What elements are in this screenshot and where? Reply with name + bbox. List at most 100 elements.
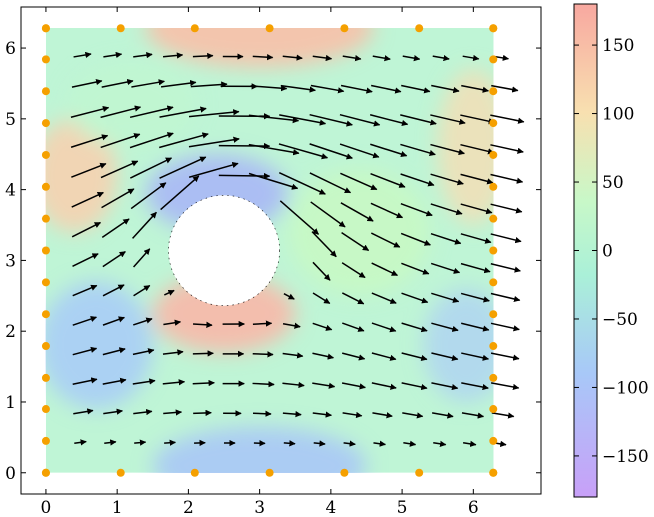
velocity-arrow-75 bbox=[252, 410, 272, 417]
velocity-arrow-19 bbox=[102, 284, 125, 297]
velocity-arrow-24 bbox=[100, 133, 141, 149]
colorbar-tick-label-2: −50 bbox=[602, 310, 638, 330]
boundary-point-right-7 bbox=[489, 246, 498, 255]
velocity-arrow-39 bbox=[129, 105, 174, 119]
boundary-point-top-2 bbox=[190, 24, 199, 33]
boundary-point-left-10 bbox=[41, 150, 50, 159]
cylinder-obstacle bbox=[168, 194, 280, 307]
velocity-arrow-83 bbox=[252, 54, 274, 61]
boundary-point-left-8 bbox=[41, 214, 50, 223]
velocity-arrow-121 bbox=[339, 113, 381, 127]
velocity-arrow-103 bbox=[311, 231, 337, 258]
field-region-mid-right bbox=[437, 69, 494, 225]
velocity-arrow-80 bbox=[248, 143, 300, 156]
field-region-high-lower-obstacle bbox=[152, 274, 296, 353]
velocity-arrow-58 bbox=[192, 321, 213, 328]
velocity-arrow-78 bbox=[252, 320, 273, 327]
velocity-arrow-57 bbox=[192, 350, 214, 357]
velocity-arrow-165 bbox=[432, 54, 450, 62]
field-region-neutral-centre-right bbox=[288, 168, 431, 296]
velocity-arrow-94 bbox=[280, 84, 316, 93]
y-tick-label-2: 2 bbox=[5, 322, 16, 342]
velocity-arrow-36 bbox=[130, 182, 167, 210]
y-tick-label-5: 5 bbox=[5, 110, 16, 130]
velocity-arrow-148 bbox=[400, 143, 436, 156]
velocity-arrow-32 bbox=[133, 317, 153, 326]
velocity-arrow-9 bbox=[71, 162, 107, 178]
velocity-arrow-122 bbox=[340, 84, 373, 94]
velocity-arrow-187 bbox=[490, 233, 522, 244]
velocity-arrow-69 bbox=[218, 172, 271, 180]
velocity-arrow-105 bbox=[309, 172, 352, 194]
velocity-arrow-51 bbox=[159, 106, 207, 118]
velocity-arrow-55 bbox=[193, 409, 212, 417]
velocity-arrow-120 bbox=[339, 143, 380, 159]
boundary-point-bottom-1 bbox=[116, 468, 125, 477]
velocity-arrow-4 bbox=[72, 316, 98, 326]
velocity-arrow-77 bbox=[252, 351, 274, 358]
velocity-arrow-116 bbox=[341, 262, 366, 279]
velocity-arrow-151 bbox=[402, 55, 421, 62]
boundary-point-left-4 bbox=[41, 342, 50, 351]
velocity-arrow-124 bbox=[373, 440, 387, 447]
velocity-arrow-30 bbox=[132, 378, 156, 385]
velocity-arrow-46 bbox=[163, 319, 182, 326]
velocity-arrow-34 bbox=[133, 248, 151, 268]
boundary-point-right-10 bbox=[489, 150, 498, 159]
velocity-arrow-192 bbox=[491, 84, 519, 93]
velocity-arrow-63 bbox=[192, 52, 214, 60]
velocity-arrow-144 bbox=[401, 262, 430, 275]
velocity-arrow-136 bbox=[371, 84, 402, 94]
field-region-low-bottom bbox=[152, 426, 367, 473]
velocity-arrow-156 bbox=[431, 322, 459, 332]
velocity-arrow-155 bbox=[431, 352, 459, 362]
boundary-point-bottom-4 bbox=[340, 468, 349, 477]
velocity-arrow-8 bbox=[71, 191, 104, 208]
velocity-arrow-176 bbox=[460, 143, 495, 155]
velocity-arrow-131 bbox=[370, 232, 401, 248]
velocity-arrow-110 bbox=[343, 440, 356, 447]
velocity-arrow-47 bbox=[164, 289, 175, 296]
velocity-arrow-117 bbox=[341, 231, 370, 252]
velocity-arrow-170 bbox=[461, 322, 490, 332]
velocity-arrow-100 bbox=[312, 322, 333, 331]
velocity-arrow-62 bbox=[190, 81, 228, 88]
velocity-arrow-189 bbox=[490, 173, 524, 184]
velocity-arrow-169 bbox=[461, 352, 490, 361]
boundary-point-left-2 bbox=[41, 405, 50, 414]
velocity-arrow-115 bbox=[341, 292, 365, 305]
velocity-arrow-91 bbox=[278, 171, 326, 195]
velocity-arrow-84 bbox=[283, 440, 296, 447]
velocity-arrow-59 bbox=[188, 161, 239, 178]
velocity-arrow-145 bbox=[400, 232, 431, 246]
velocity-arrow-31 bbox=[132, 348, 155, 356]
velocity-arrow-90 bbox=[279, 200, 320, 235]
velocity-arrow-183 bbox=[490, 352, 520, 361]
velocity-arrow-88 bbox=[282, 322, 301, 329]
velocity-arrow-150 bbox=[401, 84, 431, 94]
velocity-arrow-154 bbox=[431, 382, 459, 391]
velocity-arrow-153 bbox=[432, 412, 454, 419]
velocity-arrow-61 bbox=[188, 109, 240, 118]
boundary-point-top-4 bbox=[340, 24, 349, 33]
velocity-arrow-37 bbox=[129, 157, 173, 179]
boundary-point-right-4 bbox=[489, 342, 498, 351]
y-tick-label-0: 0 bbox=[5, 464, 16, 484]
velocity-arrow-12 bbox=[71, 78, 103, 88]
velocity-arrow-173 bbox=[460, 233, 492, 244]
x-tick-label-4: 4 bbox=[325, 498, 336, 517]
plot-frame bbox=[20, 6, 542, 495]
x-tick-label-1: 1 bbox=[112, 498, 123, 517]
velocity-arrow-108 bbox=[310, 84, 345, 94]
boundary-point-left-5 bbox=[41, 310, 50, 319]
velocity-arrow-175 bbox=[460, 173, 494, 185]
velocity-arrow-98 bbox=[312, 382, 336, 389]
velocity-arrow-166 bbox=[463, 440, 477, 447]
velocity-arrow-157 bbox=[431, 292, 460, 303]
x-tick-label-0: 0 bbox=[41, 498, 52, 517]
boundary-point-top-3 bbox=[265, 24, 274, 33]
velocity-arrow-114 bbox=[342, 322, 365, 332]
velocity-arrow-7 bbox=[71, 221, 102, 238]
velocity-arrow-89 bbox=[283, 293, 295, 300]
